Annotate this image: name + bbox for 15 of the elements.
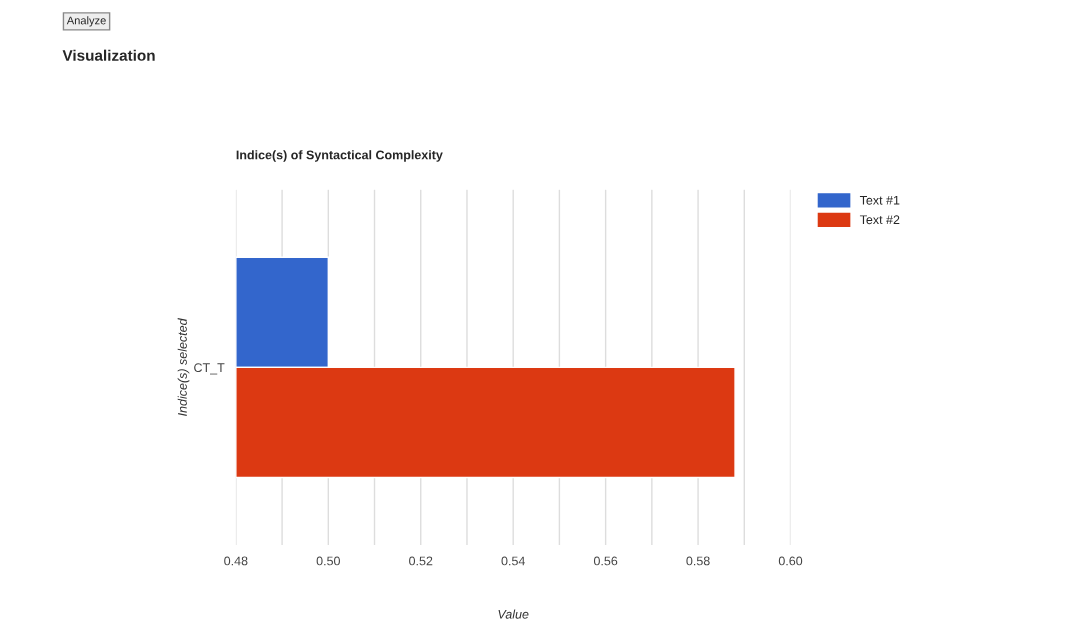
legend-label: Text #1 [859, 195, 900, 205]
y-axis-title: Indice(s) selected [177, 318, 190, 416]
x-tick-label: 0.52 [409, 556, 433, 566]
text: Visualization [62, 49, 155, 61]
x-axis-title: Value [498, 609, 529, 619]
legend-label: Text #2 [859, 215, 900, 225]
y-tick-label: CT_T [194, 363, 225, 375]
x-tick-label: 0.60 [778, 556, 803, 566]
x-tick-label: 0.58 [686, 556, 710, 566]
text: 0.48 [224, 556, 248, 566]
chart-title: Indice(s) of Syntactical Complexity [236, 150, 443, 162]
x-tick-label: 0.50 [316, 556, 340, 566]
x-tick-label: 0.54 [501, 556, 525, 566]
text: Analyze [66, 16, 106, 27]
x-tick-label: 0.56 [593, 556, 618, 566]
